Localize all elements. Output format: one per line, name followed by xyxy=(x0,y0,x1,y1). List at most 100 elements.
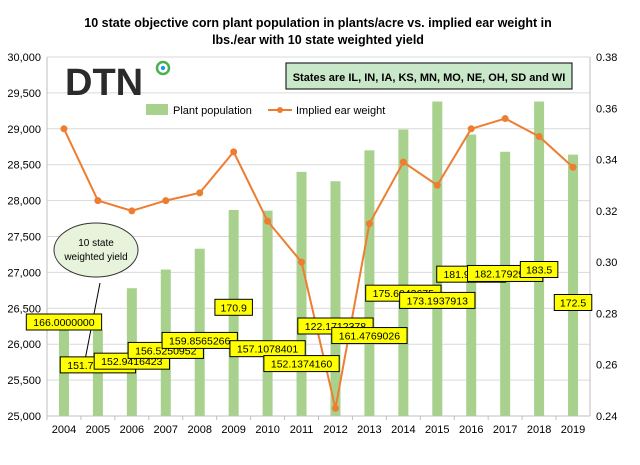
y-left-tick-label: 25,000 xyxy=(7,411,41,423)
y-left-tick-label: 29,500 xyxy=(7,88,41,100)
point-implied-ear-weight xyxy=(298,258,306,266)
yield-labels: 166.0000000151.7100582152.9416423156.525… xyxy=(25,261,593,374)
legend-swatch-ear-weight-marker xyxy=(277,107,283,113)
yield-label-box xyxy=(553,294,593,311)
x-tick-label: 2017 xyxy=(493,424,517,436)
dtn-logo-ring xyxy=(155,60,171,76)
chart-title-line1: 10 state objective corn plant population… xyxy=(84,16,551,30)
bar-plant-population xyxy=(432,101,443,417)
x-tick-label: 2008 xyxy=(187,424,211,436)
bar-plant-population xyxy=(534,101,545,417)
point-implied-ear-weight xyxy=(467,125,475,133)
bar-plant-population xyxy=(330,181,341,416)
y-left-tick-label: 27,000 xyxy=(7,267,41,279)
yield-label-text: 159.8565266 xyxy=(169,335,230,347)
yield-label-box xyxy=(399,291,476,309)
point-implied-ear-weight xyxy=(128,207,136,215)
y-left-tick-label: 29,000 xyxy=(7,124,41,136)
yield-label-box xyxy=(519,261,559,278)
yield-data-label: 157.1078401 xyxy=(229,340,306,358)
x-tick-label: 2012 xyxy=(323,424,347,436)
legend: Plant population Implied ear weight xyxy=(146,104,385,117)
y-right-tick-label: 0.36 xyxy=(596,103,617,115)
x-tick-label: 2010 xyxy=(255,424,279,436)
x-tick-label: 2014 xyxy=(391,424,415,436)
x-tick-label: 2011 xyxy=(290,424,314,436)
x-tick-label: 2015 xyxy=(425,424,449,436)
states-note-text: States are IL, IN, IA, KS, MN, MO, NE, O… xyxy=(293,72,566,84)
yield-label-box xyxy=(25,313,103,331)
callout-text-line1: 10 state xyxy=(78,238,114,249)
yield-label-text: 152.1374160 xyxy=(271,359,332,371)
yield-data-label: 183.5 xyxy=(519,261,559,278)
point-implied-ear-weight xyxy=(162,197,170,205)
x-tick-label: 2004 xyxy=(52,424,76,436)
yield-data-label: 173.1937913 xyxy=(399,291,476,309)
point-implied-ear-weight xyxy=(60,125,68,133)
legend-swatch-plant-population xyxy=(146,104,168,115)
point-implied-ear-weight xyxy=(331,404,339,412)
y-right-tick-label: 0.34 xyxy=(596,155,617,167)
bar-plant-population xyxy=(296,171,307,416)
axes: 25,000 25,500 26,000 26,500 27,000 27,500 28,0… xyxy=(7,52,617,436)
y-left-tick-label: 28,000 xyxy=(7,196,41,208)
yield-label-box xyxy=(331,327,408,345)
yield-label-text: 183.5 xyxy=(526,265,552,277)
y-left-tick-label: 25,500 xyxy=(7,375,41,387)
line-implied-ear-weight xyxy=(63,117,574,409)
point-implied-ear-weight xyxy=(264,217,272,225)
yield-label-box xyxy=(214,298,253,316)
y-right-tick-label: 0.30 xyxy=(596,257,617,269)
point-implied-ear-weight xyxy=(230,148,238,156)
bar-plant-population xyxy=(364,150,375,416)
point-implied-ear-weight xyxy=(535,132,543,140)
states-note: States are IL, IN, IA, KS, MN, MO, NE, O… xyxy=(285,62,573,90)
y-right-tick-label: 0.38 xyxy=(596,52,617,64)
y-right-tick-label: 0.26 xyxy=(596,360,617,372)
point-implied-ear-weight xyxy=(399,158,407,166)
callout-text-line2: weighted yield xyxy=(63,252,127,263)
yield-label-text: 172.5 xyxy=(560,298,586,310)
yield-data-label: 172.5 xyxy=(553,294,593,311)
yield-label-text: 166.0000000 xyxy=(33,317,94,329)
y-left-tick-label: 26,500 xyxy=(7,303,41,315)
y-left-tick-label: 27,500 xyxy=(7,232,41,244)
states-note-box xyxy=(285,62,573,90)
point-implied-ear-weight xyxy=(433,181,441,189)
dtn-logo-text: DTN xyxy=(65,62,143,104)
point-implied-ear-weight xyxy=(569,163,577,171)
x-tick-label: 2016 xyxy=(459,424,483,436)
y-left-tick-label: 26,000 xyxy=(7,339,41,351)
yield-data-label: 159.8565266 xyxy=(161,331,238,349)
y-left-tick-label: 30,000 xyxy=(7,52,41,64)
yield-label-text: 170.9 xyxy=(221,302,247,314)
yield-data-label: 161.4769026 xyxy=(331,327,408,345)
x-tick-label: 2006 xyxy=(120,424,144,436)
legend-label-plant-population: Plant population xyxy=(173,105,252,117)
yield-label-text: 161.4769026 xyxy=(339,331,400,343)
dtn-logo-dot xyxy=(160,65,166,71)
line-series-implied-ear-weight xyxy=(60,115,577,412)
x-tick-label: 2007 xyxy=(154,424,178,436)
bar-plant-population xyxy=(262,210,273,416)
yield-label-text: 152.9416423 xyxy=(101,356,162,368)
x-tick-label: 2019 xyxy=(561,424,585,436)
yield-data-label: 152.1374160 xyxy=(263,355,340,373)
bar-plant-population xyxy=(500,151,511,416)
yield-label-text: 157.1078401 xyxy=(237,344,298,356)
y-right-tick-label: 0.28 xyxy=(596,308,617,320)
yield-callout: 10 state weighted yield xyxy=(53,222,139,361)
point-implied-ear-weight xyxy=(365,220,373,228)
point-implied-ear-weight xyxy=(196,189,204,197)
yield-data-label: 166.0000000 xyxy=(25,313,103,331)
y-right-tick-label: 0.32 xyxy=(596,206,617,218)
x-tick-label: 2013 xyxy=(357,424,381,436)
point-implied-ear-weight xyxy=(501,115,509,123)
yield-label-box xyxy=(263,355,340,373)
yield-data-label: 170.9 xyxy=(214,298,253,316)
y-right-tick-label: 0.24 xyxy=(596,411,617,423)
yield-label-text: 173.1937913 xyxy=(407,295,468,307)
x-tick-label: 2018 xyxy=(527,424,551,436)
